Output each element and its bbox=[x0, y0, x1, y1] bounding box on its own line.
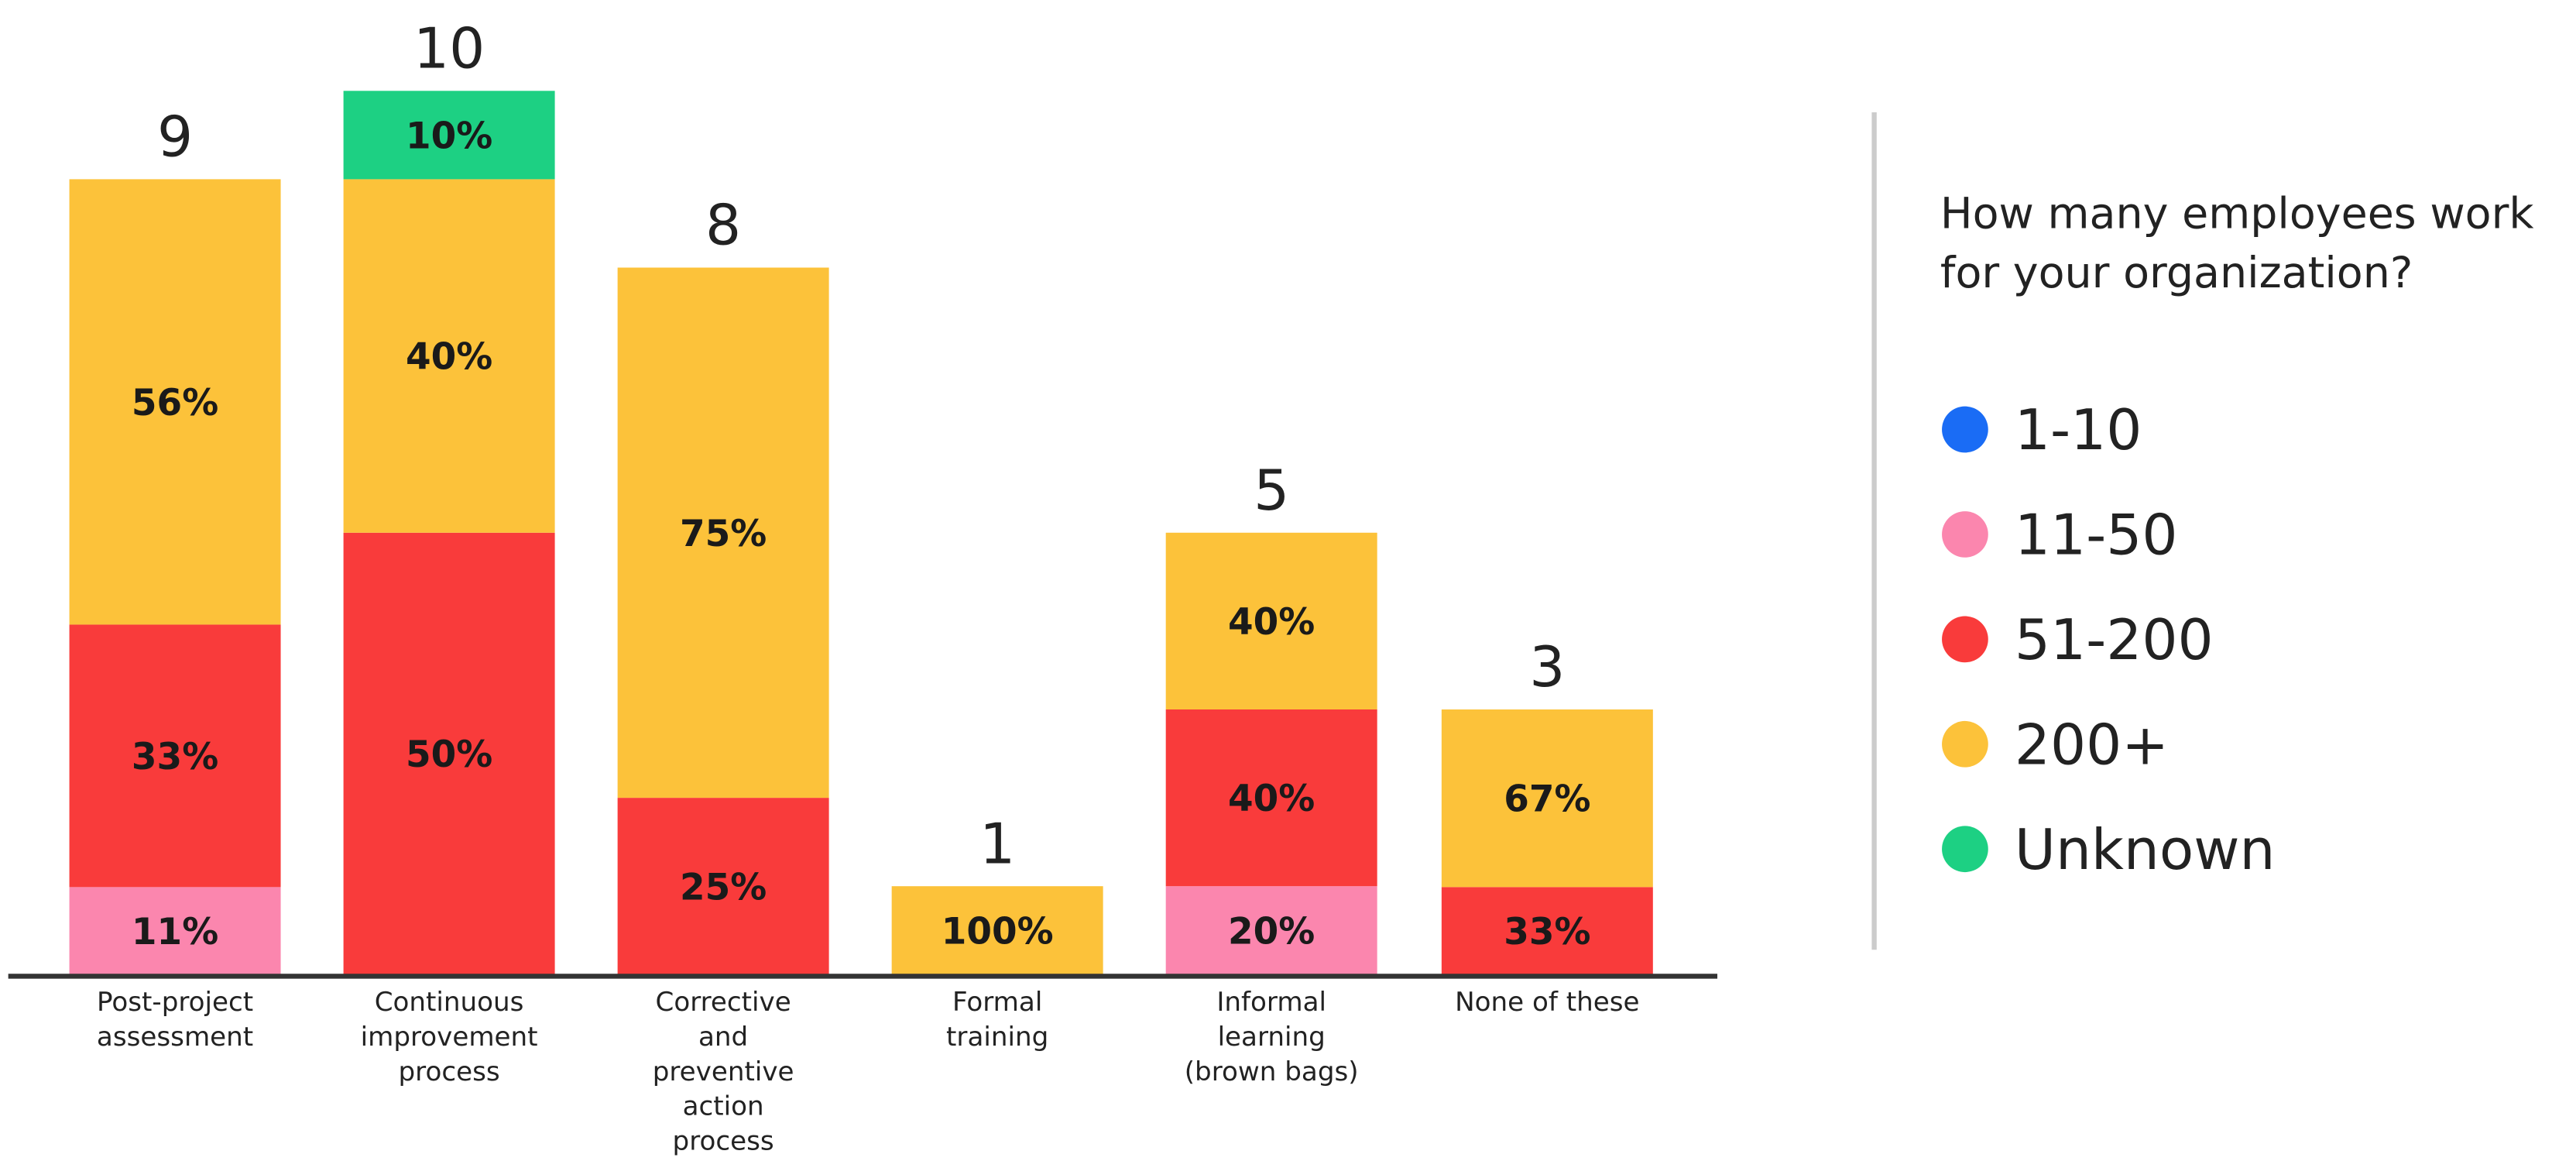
segment-label: 25% bbox=[680, 866, 767, 909]
segment-label: 50% bbox=[406, 733, 492, 776]
segment-label: 33% bbox=[1504, 911, 1590, 953]
x-tick-label: Formal training bbox=[946, 986, 1049, 1053]
bar-segment bbox=[343, 179, 555, 533]
legend-label: 1-10 bbox=[2015, 398, 2142, 463]
legend-marker bbox=[1942, 720, 1988, 768]
total-label: 5 bbox=[1254, 459, 1289, 524]
total-label: 9 bbox=[157, 105, 193, 170]
legend-label: Unknown bbox=[2015, 818, 2276, 883]
bar-segment bbox=[1165, 886, 1377, 975]
x-tick-label: Informal learning (brown bags) bbox=[1184, 986, 1359, 1087]
legend-label: 51-200 bbox=[2015, 608, 2214, 673]
bar-segment bbox=[343, 91, 555, 180]
segment-label: 10% bbox=[406, 115, 492, 157]
bar-segment bbox=[1165, 532, 1377, 709]
legend-marker bbox=[1942, 826, 1988, 873]
segment-label: 40% bbox=[1228, 601, 1315, 644]
legend-label: 11-50 bbox=[2015, 503, 2178, 568]
legend-marker bbox=[1942, 616, 1988, 663]
total-label: 10 bbox=[413, 16, 485, 81]
legend-marker bbox=[1942, 511, 1988, 558]
bar-segment bbox=[1441, 887, 1653, 975]
x-tick-label: Continuous improvement process bbox=[360, 986, 538, 1087]
legend-label: 200+ bbox=[2015, 713, 2169, 778]
bar-segment bbox=[617, 267, 829, 799]
total-label: 8 bbox=[705, 194, 741, 259]
bar-segment bbox=[891, 886, 1103, 975]
segment-label: 40% bbox=[1228, 778, 1315, 820]
bar-segment bbox=[1441, 709, 1653, 888]
bar-segment bbox=[69, 887, 281, 975]
bar-segment bbox=[69, 624, 281, 888]
segment-label: 67% bbox=[1504, 778, 1590, 821]
x-tick-label: Post-project assessment bbox=[96, 986, 254, 1053]
segment-label: 20% bbox=[1228, 910, 1315, 953]
segment-label: 40% bbox=[406, 336, 492, 379]
segment-label: 100% bbox=[942, 910, 1054, 953]
legend-marker bbox=[1942, 406, 1988, 453]
bar-segment bbox=[1165, 709, 1377, 887]
bar-segment bbox=[617, 798, 829, 975]
x-tick-label: Corrective and preventive action process bbox=[652, 986, 794, 1156]
total-label: 3 bbox=[1529, 635, 1565, 700]
segment-label: 11% bbox=[132, 911, 218, 953]
segment-label: 56% bbox=[132, 382, 218, 424]
x-tick-label: None of these bbox=[1455, 986, 1640, 1018]
total-label: 1 bbox=[979, 812, 1015, 877]
segment-label: 75% bbox=[680, 513, 767, 555]
segment-label: 33% bbox=[132, 736, 218, 778]
bar-segment bbox=[69, 179, 281, 625]
bar-segment bbox=[343, 532, 555, 975]
legend-title: How many employees work for your organiz… bbox=[1940, 190, 2534, 300]
